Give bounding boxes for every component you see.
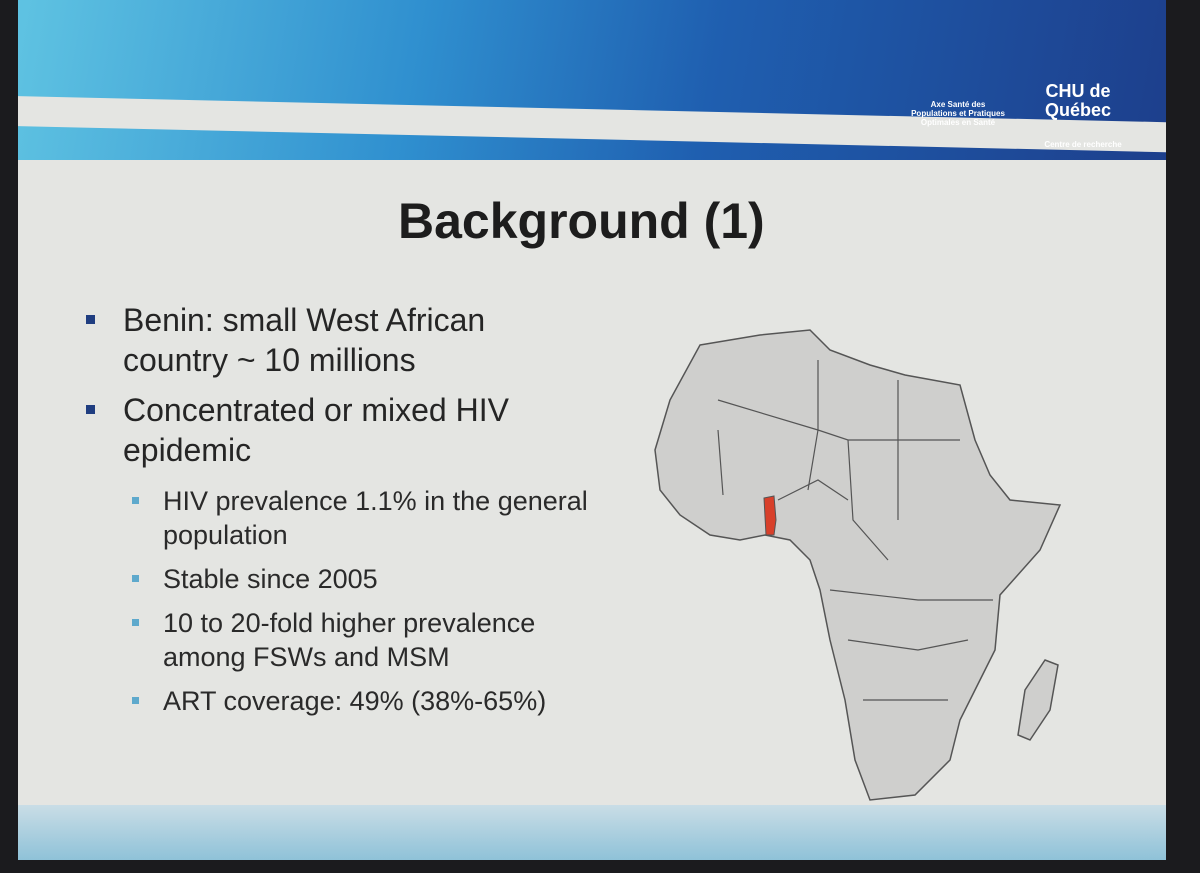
sub-bullet: Stable since 2005 (118, 562, 598, 596)
bullet-text: ART coverage: 49% (38%-65%) (163, 686, 547, 716)
sub-bullet: ART coverage: 49% (38%-65%) (118, 684, 598, 718)
bullet: Concentrated or mixed HIV epidemic HIV pr… (78, 390, 598, 716)
bullet-text: HIV prevalence 1.1% in the general popul… (163, 486, 588, 550)
logo-right: CHU de Québec (1044, 81, 1112, 120)
slide: Axe Santé des Populations et Pratiques O… (18, 0, 1166, 860)
sub-list: HIV prevalence 1.1% in the general popul… (123, 484, 598, 728)
logo-left: Axe Santé des Populations et Pratiques O… (911, 100, 1005, 127)
bullet-text: Benin: small West African country ~ 10 m… (123, 302, 486, 378)
bullet: Benin: small West African country ~ 10 m… (78, 300, 598, 380)
sub-bullet: 10 to 20-fold higher prevalence among FS… (118, 606, 598, 674)
africa-map (654, 329, 1062, 801)
bullet-text: Stable since 2005 (163, 564, 378, 594)
logo-right-subtitle: Centre de recherche (1044, 140, 1122, 149)
bullet-text: 10 to 20-fold higher prevalence among FS… (163, 608, 536, 672)
bullet-text: Concentrated or mixed HIV epidemic (123, 392, 509, 468)
bullet-list: Benin: small West African country ~ 10 m… (78, 300, 598, 716)
sub-bullet: HIV prevalence 1.1% in the general popul… (118, 484, 598, 552)
slide-title: Background (1) (398, 193, 765, 249)
footer-band (18, 805, 1166, 860)
